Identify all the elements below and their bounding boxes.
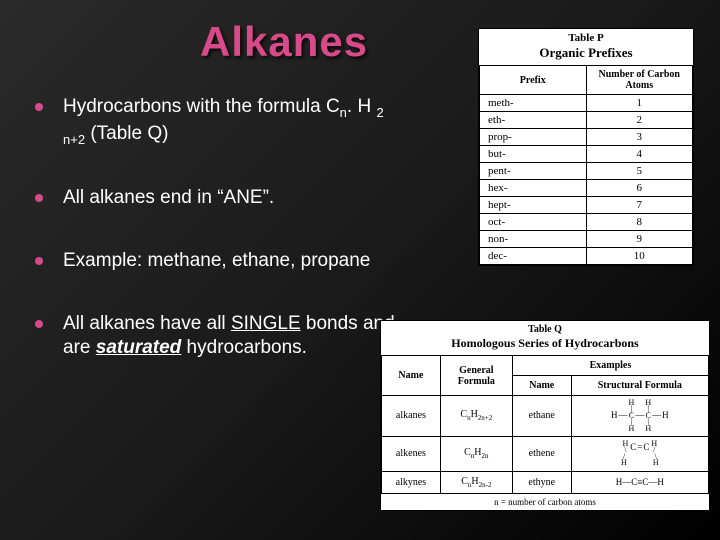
table-q-grid: NameGeneral FormulaExamplesNameStructura… xyxy=(381,355,709,494)
table-cell: 7 xyxy=(586,197,693,214)
table-row: dec-10 xyxy=(480,248,693,265)
bullet-marker-icon xyxy=(35,257,43,265)
bullet-text: All alkanes have all SINGLE bonds and ar… xyxy=(63,312,405,361)
table-cell: 3 xyxy=(586,129,693,146)
table-cell: 10 xyxy=(586,248,693,265)
table-p-grid: PrefixNumber of Carbon Atoms meth-1eth-2… xyxy=(479,65,693,265)
table-cell: 2 xyxy=(586,112,693,129)
bullet-list: Hydrocarbons with the formula Cn. H 2 n+… xyxy=(35,95,405,399)
bullet-item: Hydrocarbons with the formula Cn. H 2 n+… xyxy=(35,95,405,148)
table-row: but-4 xyxy=(480,146,693,163)
table-cell: H—H|C|H—H|C|H—H xyxy=(571,396,708,437)
table-cell: CnH2n-2 xyxy=(440,471,512,493)
table-cell: oct- xyxy=(480,214,587,231)
bullet-text: Example: methane, ethane, propane xyxy=(63,249,405,274)
table-row: alkanesCnH2n+2ethaneH—H|C|H—H|C|H—H xyxy=(382,396,709,437)
table-cell: 6 xyxy=(586,180,693,197)
table-row: pent-5 xyxy=(480,163,693,180)
table-q-header: Name xyxy=(382,356,441,396)
table-cell: non- xyxy=(480,231,587,248)
table-cell: eth- xyxy=(480,112,587,129)
table-cell: alkynes xyxy=(382,471,441,493)
slide-title: Alkanes xyxy=(200,18,368,66)
table-cell: 4 xyxy=(586,146,693,163)
table-q-homologous-series: Table Q Homologous Series of Hydrocarbon… xyxy=(380,320,710,511)
bullet-item: All alkanes have all SINGLE bonds and ar… xyxy=(35,312,405,361)
table-row: alkynesCnH2n-2ethyneH—C≡C—H xyxy=(382,471,709,493)
bullet-text: All alkanes end in “ANE”. xyxy=(63,186,405,211)
bullet-text: Hydrocarbons with the formula Cn. H 2 n+… xyxy=(63,95,405,148)
table-row: hept-7 xyxy=(480,197,693,214)
table-row: alkenesCnH2netheneH\C=CH//H\H xyxy=(382,436,709,471)
table-cell: but- xyxy=(480,146,587,163)
table-cell: meth- xyxy=(480,95,587,112)
table-cell: dec- xyxy=(480,248,587,265)
table-p-caption: Table P xyxy=(479,29,693,45)
table-cell: H\C=CH//H\H xyxy=(571,436,708,471)
table-row: non-9 xyxy=(480,231,693,248)
table-p-organic-prefixes: Table P Organic Prefixes PrefixNumber of… xyxy=(478,28,694,266)
table-cell: 8 xyxy=(586,214,693,231)
table-cell: hex- xyxy=(480,180,587,197)
table-row: eth-2 xyxy=(480,112,693,129)
table-cell: ethyne xyxy=(512,471,571,493)
table-q-caption: Table Q xyxy=(381,321,709,336)
table-cell: CnH2n xyxy=(440,436,512,471)
table-q-header: General Formula xyxy=(440,356,512,396)
table-cell: H—C≡C—H xyxy=(571,471,708,493)
table-cell: ethane xyxy=(512,396,571,437)
bullet-marker-icon xyxy=(35,194,43,202)
table-cell: alkenes xyxy=(382,436,441,471)
table-cell: prop- xyxy=(480,129,587,146)
table-q-header: Name xyxy=(512,376,571,396)
bullet-item: All alkanes end in “ANE”. xyxy=(35,186,405,211)
table-q-footnote: n = number of carbon atoms xyxy=(381,494,709,510)
table-cell: alkanes xyxy=(382,396,441,437)
table-q-header: Structural Formula xyxy=(571,376,708,396)
table-row: meth-1 xyxy=(480,95,693,112)
table-row: hex-6 xyxy=(480,180,693,197)
bullet-marker-icon xyxy=(35,320,43,328)
table-row: prop-3 xyxy=(480,129,693,146)
table-cell: 1 xyxy=(586,95,693,112)
table-cell: hept- xyxy=(480,197,587,214)
table-cell: 5 xyxy=(586,163,693,180)
bullet-marker-icon xyxy=(35,103,43,111)
table-cell: 9 xyxy=(586,231,693,248)
table-row: oct-8 xyxy=(480,214,693,231)
table-p-subcaption: Organic Prefixes xyxy=(479,45,693,65)
table-cell: CnH2n+2 xyxy=(440,396,512,437)
table-cell: ethene xyxy=(512,436,571,471)
table-p-header: Prefix xyxy=(480,66,587,95)
table-p-header: Number of Carbon Atoms xyxy=(586,66,693,95)
table-q-header: Examples xyxy=(512,356,708,376)
bullet-item: Example: methane, ethane, propane xyxy=(35,249,405,274)
table-cell: pent- xyxy=(480,163,587,180)
table-q-subcaption: Homologous Series of Hydrocarbons xyxy=(381,336,709,355)
